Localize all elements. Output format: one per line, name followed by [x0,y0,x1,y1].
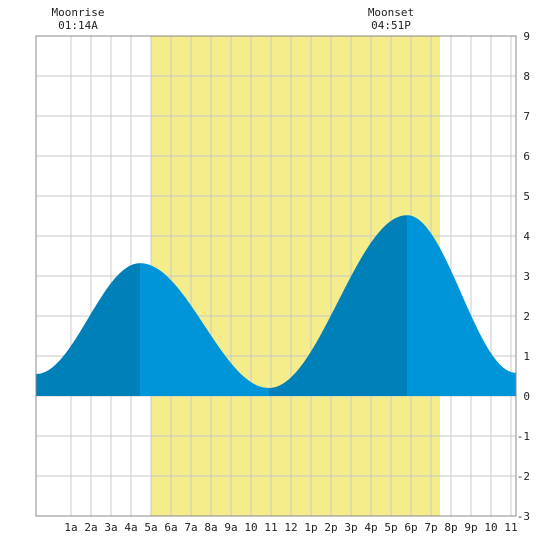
tide-falling-segment [407,215,516,396]
x-tick-label: 6a [164,521,177,534]
x-tick-label: 10 [484,521,497,534]
y-tick-label: -1 [517,430,530,443]
plot-frame [35,35,517,517]
y-tick-label: 2 [523,310,530,323]
x-tick-label: 1a [64,521,77,534]
y-tick-label: 1 [523,350,530,363]
x-tick-label: 8p [444,521,457,534]
y-tick-label: 7 [523,110,530,123]
moonset-label: Moonset [368,6,414,19]
x-tick-label: 11 [264,521,277,534]
y-tick-label: 9 [523,30,530,43]
x-tick-label: 10 [244,521,257,534]
x-tick-label: 7p [424,521,437,534]
x-tick-label: 9a [224,521,237,534]
x-tick-label: 4a [124,521,137,534]
y-tick-label: 3 [523,270,530,283]
x-tick-label: 6p [404,521,417,534]
x-tick-label: 8a [204,521,217,534]
tide-rising-segment [269,215,407,396]
x-tick-label: 5a [144,521,157,534]
x-tick-label: 7a [184,521,197,534]
x-tick-label: 5p [384,521,397,534]
x-tick-label: 3p [344,521,357,534]
x-tick-label: 3a [104,521,117,534]
x-tick-label: 9p [464,521,477,534]
y-tick-label: 0 [523,390,530,403]
moonrise-label: Moonrise [52,6,105,19]
y-tick-label: 6 [523,150,530,163]
y-tick-label: -3 [517,510,530,523]
x-tick-label: 12 [284,521,297,534]
tide-rising-segment [36,263,140,396]
moonrise-time: 01:14A [58,19,98,32]
x-tick-label: 2p [324,521,337,534]
y-tick-label: 5 [523,190,530,203]
y-tick-label: 8 [523,70,530,83]
x-tick-label: 4p [364,521,377,534]
tide-falling-segment [140,263,269,396]
x-tick-label: 11 [504,521,517,534]
x-tick-label: 2a [84,521,97,534]
x-tick-label: 1p [304,521,317,534]
moonset-time: 04:51P [371,19,411,32]
y-tick-label: 4 [523,230,530,243]
y-tick-label: -2 [517,470,530,483]
